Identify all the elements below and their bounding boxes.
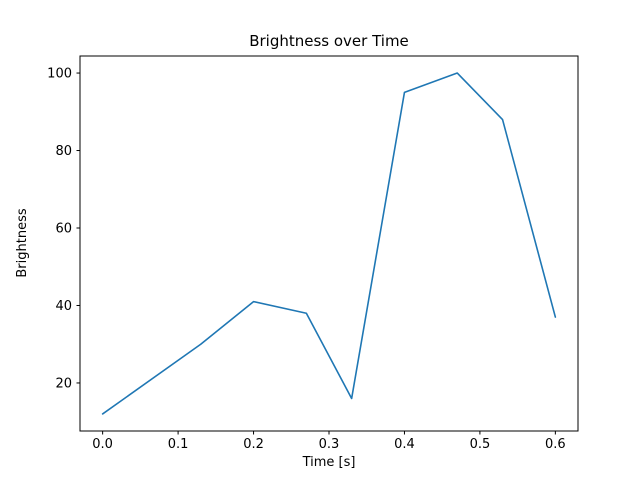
x-tick-label: 0.5 (470, 437, 491, 452)
y-tick-label: 100 (47, 67, 72, 82)
x-axis-label: Time [s] (302, 455, 356, 470)
y-axis-label: Brightness (15, 208, 30, 277)
axes-frame (79, 55, 579, 432)
y-tick-label: 20 (55, 376, 72, 391)
chart-title: Brightness over Time (249, 32, 409, 50)
x-tick-label: 0.0 (92, 437, 113, 452)
y-tick-label: 40 (55, 299, 72, 314)
x-tick-label: 0.6 (545, 437, 566, 452)
x-tick-label: 0.2 (243, 437, 264, 452)
plot-area: 0.0 0.1 0.2 0.3 0.4 0.5 0.6 20 40 60 80 100 (47, 55, 579, 452)
y-tick-label: 60 (55, 222, 72, 237)
brightness-series-line (101, 72, 557, 415)
x-tick-label: 0.1 (168, 437, 189, 452)
x-tick-label: 0.4 (394, 437, 415, 452)
y-tick-label: 80 (55, 144, 72, 159)
x-tick-label: 0.3 (319, 437, 340, 452)
